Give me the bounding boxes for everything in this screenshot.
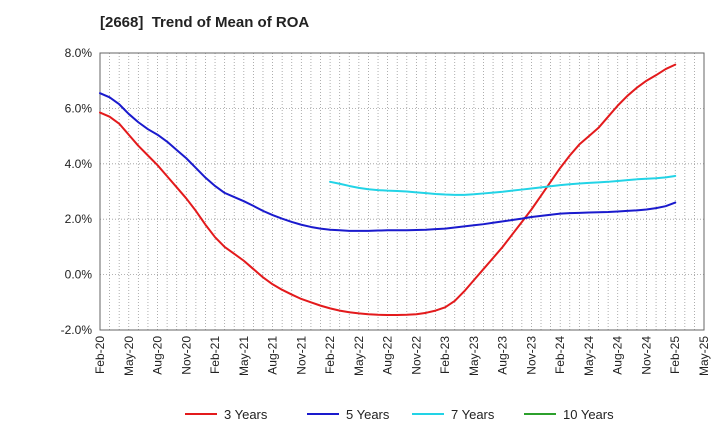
x-tick-label: Aug-20 (151, 336, 165, 375)
x-tick-label: Aug-23 (496, 336, 510, 375)
plot-border (99, 52, 705, 331)
x-tick-label: Feb-25 (668, 336, 682, 374)
legend-label-7-years: 7 Years (451, 407, 495, 422)
x-tick-label: Feb-23 (438, 336, 452, 374)
y-tick-label: 8.0% (65, 46, 93, 60)
x-tick-label: May-20 (122, 336, 136, 376)
x-tick-label: May-22 (352, 336, 366, 376)
x-tick-label: Aug-22 (381, 336, 395, 375)
x-tick-label: May-25 (697, 336, 711, 376)
x-tick-label: Nov-23 (524, 336, 538, 375)
x-tick-label: May-24 (582, 336, 596, 376)
x-tick-label: Nov-22 (409, 336, 423, 375)
x-tick-label: Aug-24 (611, 336, 625, 375)
x-tick-label: Aug-21 (266, 336, 280, 375)
x-tick-label: Nov-24 (639, 336, 653, 375)
series-line-5-years (99, 92, 677, 232)
series-line-3-years (99, 63, 677, 317)
x-tick-label: Feb-24 (553, 336, 567, 374)
series-line-7-years (329, 174, 677, 196)
x-tick-label: May-23 (467, 336, 481, 376)
chart-title: [2668] Trend of Mean of ROA (100, 14, 310, 31)
x-tick-label: Feb-21 (208, 336, 222, 374)
legend-label-10-years: 10 Years (563, 407, 614, 422)
legend-label-5-years: 5 Years (346, 407, 390, 422)
x-tick-label: May-21 (237, 336, 251, 376)
y-tick-label: 0.0% (65, 268, 93, 282)
x-tick-label: Nov-20 (179, 336, 193, 375)
y-tick-label: 4.0% (65, 157, 93, 171)
x-tick-label: Feb-22 (323, 336, 337, 374)
y-tick-label: 2.0% (65, 212, 93, 226)
x-tick-label: Feb-20 (93, 336, 107, 374)
legend-label-3-years: 3 Years (224, 407, 268, 422)
x-tick-label: Nov-21 (294, 336, 308, 375)
y-tick-label: -2.0% (61, 323, 93, 337)
y-tick-label: 6.0% (65, 101, 93, 115)
